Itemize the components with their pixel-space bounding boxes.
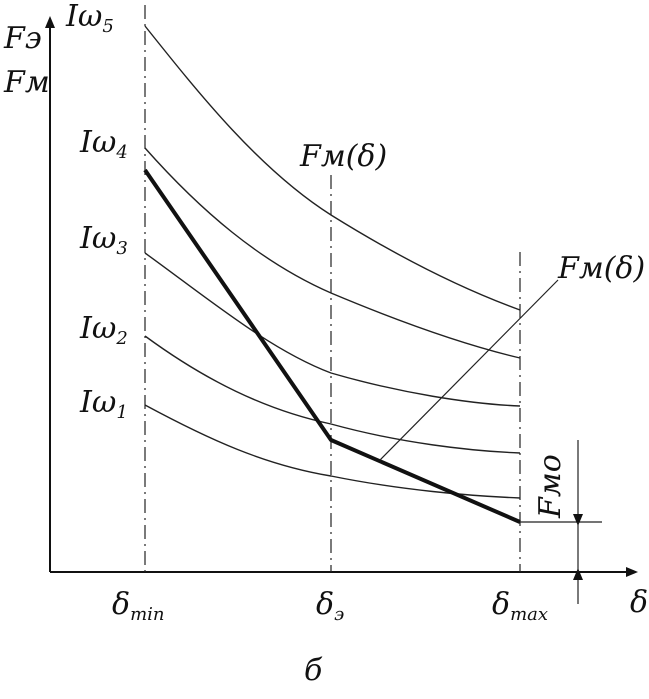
x-axis-label-delta: δ [630, 585, 648, 620]
y-axis-label-fm: Fм [3, 65, 50, 100]
curve-label-iw1: Iω1 [79, 385, 128, 423]
curve-label-iw2: Iω2 [79, 311, 128, 349]
curve-iw2 [144, 335, 521, 454]
load-label-top: Fм(δ) [299, 139, 387, 174]
curve-label-iw5: Iω5 [65, 0, 114, 37]
y-axis-label-fe: Fэ [3, 21, 42, 56]
curve-label-iw4: Iω4 [79, 125, 128, 163]
tick-label-delta-min: δmin [112, 587, 164, 625]
figure-caption: б [304, 653, 323, 688]
curve-iw5 [144, 25, 521, 311]
curve-label-iw3: Iω3 [79, 221, 128, 259]
curve-iw1 [144, 404, 521, 499]
load-label-right: Fм(δ) [557, 251, 645, 286]
tick-label-delta-e: δэ [316, 587, 344, 625]
tick-label-delta-max: δmax [492, 587, 548, 625]
curve-iw4 [144, 147, 521, 359]
load-characteristic [143, 168, 521, 524]
offset-label-fmo: Fмо [533, 454, 568, 519]
curve-iw3 [144, 252, 521, 407]
load-label-leader [379, 279, 559, 461]
